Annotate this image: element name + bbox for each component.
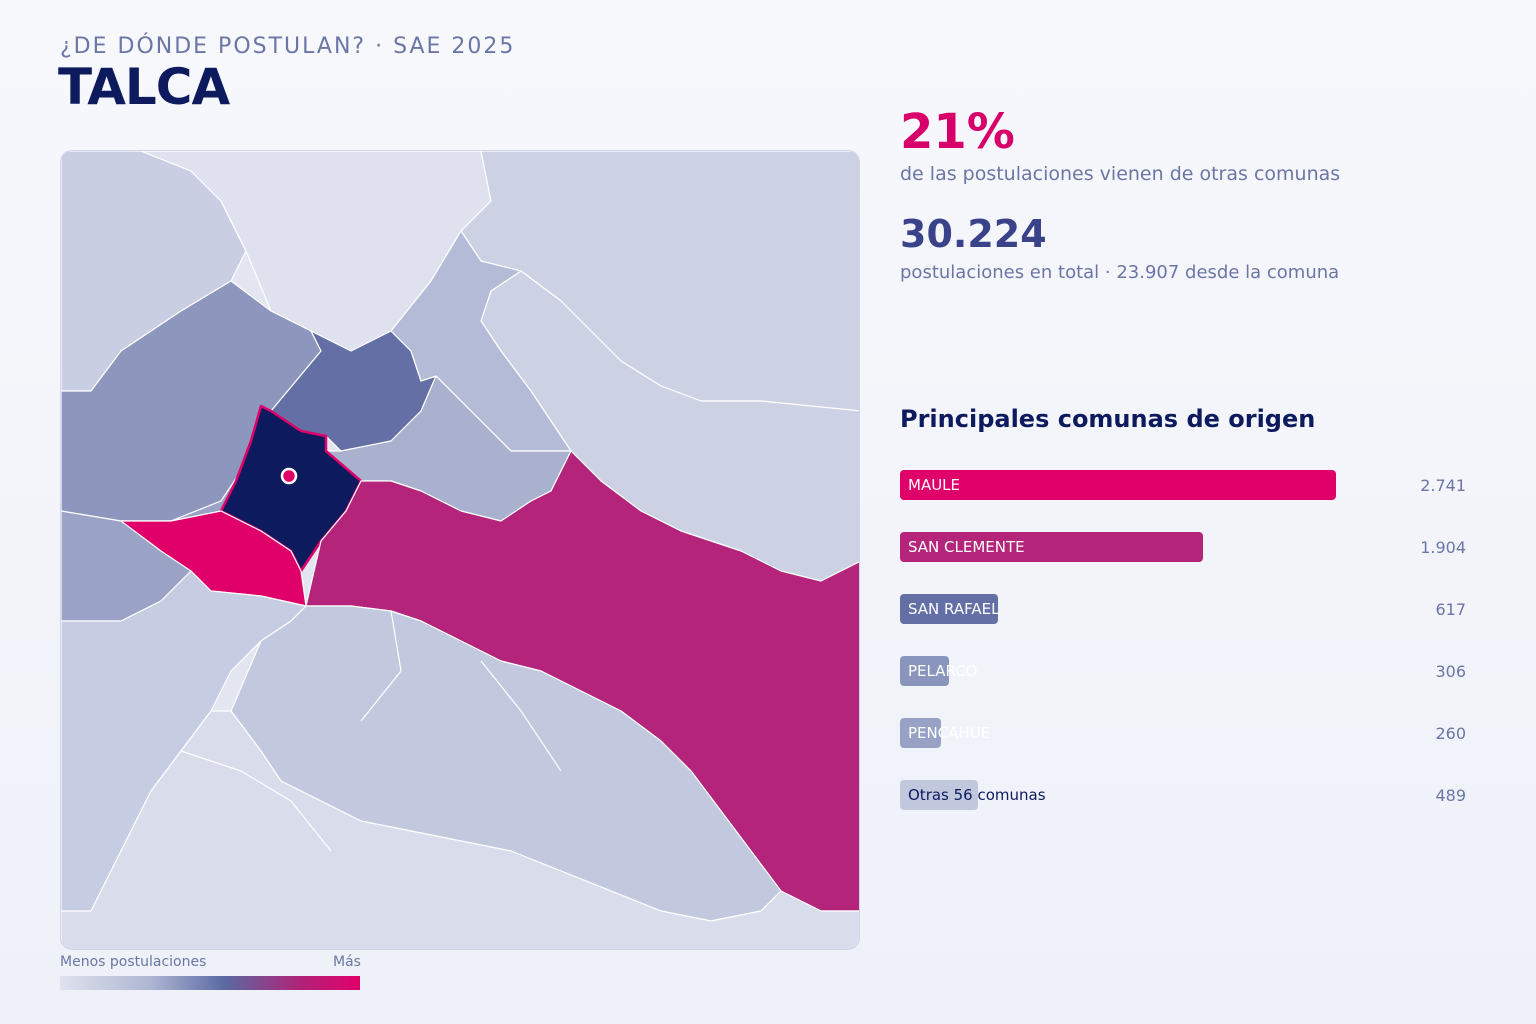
ranking-bar: [900, 594, 999, 624]
external-share-value: 21%: [900, 104, 1015, 160]
ranking-row: PELARCO 306: [900, 656, 1466, 686]
talca-marker-icon: [280, 467, 298, 485]
ranking-row: Otras 56 comunas 489: [900, 780, 1466, 810]
ranking-value: 2.741: [1420, 476, 1466, 495]
legend-low-label: Menos postulaciones: [60, 954, 207, 970]
ranking-bar: [900, 470, 1336, 500]
ranking-label: Otras 56 comunas: [908, 786, 1046, 804]
total-applications-value: 30.224: [900, 212, 1047, 256]
ranking-label: SAN RAFAEL: [908, 600, 1000, 618]
ranking-value: 1.904: [1420, 538, 1466, 557]
ranking-bar: [900, 780, 978, 810]
ranking-bar: [900, 718, 942, 748]
ranking-row: SAN CLEMENTE 1.904: [900, 532, 1466, 562]
region-maule: [120, 510, 307, 607]
ranking-label: SAN CLEMENTE: [908, 538, 1025, 556]
region-south-lower: [61, 710, 859, 949]
legend-high-label: Más: [333, 954, 361, 970]
ranking-bar: [900, 656, 949, 686]
total-applications-label: postulaciones en total · 23.907 desde la…: [900, 262, 1340, 283]
ranking-value: 489: [1435, 786, 1466, 805]
ranking-row: MAULE 2.741: [900, 470, 1466, 500]
region-pelarco: [390, 230, 572, 452]
map-kicker: ¿DE DÓNDE POSTULAN? · SAE 2025: [60, 34, 516, 59]
external-share-label: de las postulaciones vienen de otras com…: [900, 163, 1341, 185]
ranking-row: PENCAHUE 260: [900, 718, 1466, 748]
ranking-label: MAULE: [908, 476, 961, 494]
ranking-label: PENCAHUE: [908, 724, 991, 742]
ranking-bar: [900, 532, 1203, 562]
ranking-value: 306: [1435, 662, 1466, 681]
ranking-label: PELARCO: [908, 662, 978, 680]
legend-gradient: [60, 976, 360, 990]
page-title: TALCA: [58, 58, 230, 116]
ranking-value: 260: [1435, 724, 1466, 743]
ranking-title: Principales comunas de origen: [900, 405, 1316, 433]
choropleth-map: [60, 150, 860, 950]
ranking-row: SAN RAFAEL 617: [900, 594, 1466, 624]
ranking-value: 617: [1435, 600, 1466, 619]
